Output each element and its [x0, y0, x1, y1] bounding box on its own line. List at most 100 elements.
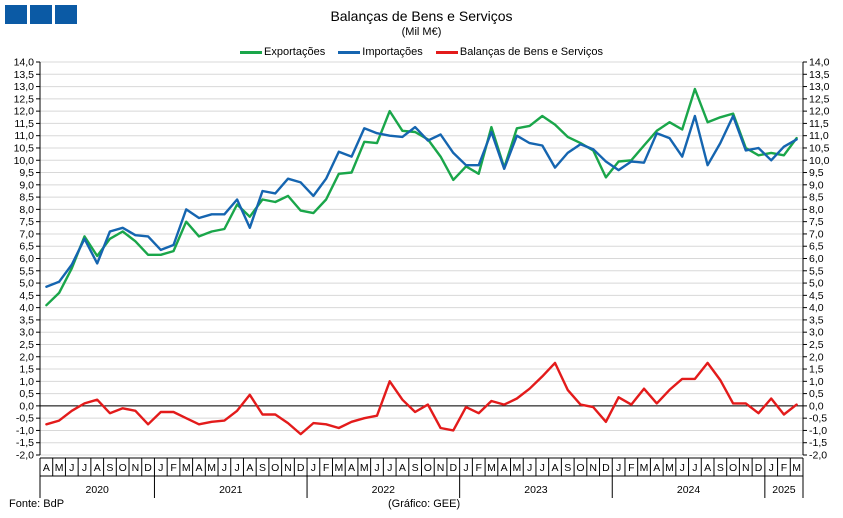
- x-tick-label-month: J: [374, 462, 379, 474]
- x-tick-label-month: J: [311, 462, 316, 474]
- y-tick-label-left: 6,0: [19, 253, 34, 265]
- x-tick-label-month: D: [755, 462, 763, 474]
- y-tick-label-right: 4,0: [809, 302, 824, 314]
- x-tick-label-month: D: [449, 462, 457, 474]
- y-tick-label-left: 5,5: [19, 265, 34, 277]
- x-tick-label-month: M: [55, 462, 64, 474]
- x-tick-label-month: A: [246, 462, 253, 474]
- x-tick-label-month: O: [271, 462, 279, 474]
- y-tick-label-left: -0,5: [16, 413, 34, 425]
- y-tick-label-left: 13,0: [14, 81, 35, 93]
- x-tick-label-month: S: [259, 462, 266, 474]
- legend-swatch-balance: [435, 50, 458, 54]
- x-tick-label-month: A: [94, 462, 101, 474]
- x-tick-label-month: J: [680, 462, 685, 474]
- y-tick-label-right: 7,0: [809, 228, 824, 240]
- logo-square-2: [30, 5, 52, 24]
- y-tick-label-right: 5,0: [809, 278, 824, 290]
- y-tick-label-right: 9,0: [809, 179, 824, 191]
- x-tick-label-month: F: [628, 462, 634, 474]
- source-note: Fonte: BdP: [9, 498, 65, 510]
- x-tick-label-month: J: [69, 462, 74, 474]
- x-tick-label-month: D: [144, 462, 152, 474]
- x-tick-label-month: M: [487, 462, 496, 474]
- y-tick-label-left: 12,0: [14, 106, 35, 118]
- y-tick-label-left: 11,0: [14, 130, 34, 142]
- legend-swatch-exports: [240, 50, 263, 54]
- x-tick-label-month: O: [119, 462, 127, 474]
- y-tick-label-left: 3,0: [19, 327, 34, 339]
- x-tick-label-month: D: [297, 462, 305, 474]
- x-tick-label-month: A: [399, 462, 406, 474]
- chart-legend: Exportações Importações Balanças de Bens…: [0, 46, 843, 58]
- x-tick-label-month: J: [692, 462, 697, 474]
- y-tick-label-right: 12,5: [809, 93, 830, 105]
- x-tick-label-month: J: [616, 462, 621, 474]
- y-tick-label-left: 10,0: [14, 155, 35, 167]
- x-tick-label-year: 2025: [772, 484, 796, 496]
- logo-square-1: [5, 5, 27, 24]
- y-tick-label-left: 1,5: [19, 364, 34, 376]
- x-tick-label-month: F: [476, 462, 482, 474]
- balance-line: [45, 361, 798, 436]
- x-tick-label-month: M: [640, 462, 649, 474]
- x-tick-label-year: 2022: [372, 484, 396, 496]
- x-tick-label-month: O: [424, 462, 432, 474]
- y-tick-label-right: 11,0: [809, 130, 829, 142]
- x-tick-label-month: J: [387, 462, 392, 474]
- legend-item-imports: Importações: [338, 46, 423, 58]
- y-tick-label-left: 14,0: [14, 57, 35, 69]
- x-tick-label-month: A: [195, 462, 202, 474]
- x-tick-label-month: A: [653, 462, 660, 474]
- x-tick-label-month: J: [158, 462, 163, 474]
- legend-item-exports: Exportações: [240, 46, 325, 58]
- y-tick-label-right: 4,5: [809, 290, 824, 302]
- x-tick-label-month: N: [742, 462, 750, 474]
- y-tick-label-right: 2,0: [809, 351, 824, 363]
- x-tick-label-month: A: [43, 462, 50, 474]
- y-tick-label-right: -1,0: [809, 425, 827, 437]
- legend-item-balance: Balanças de Bens e Serviços: [435, 46, 603, 58]
- y-tick-label-left: 2,0: [19, 351, 34, 363]
- y-tick-label-left: 0,5: [19, 388, 34, 400]
- y-tick-label-left: 11,5: [14, 118, 34, 130]
- y-tick-label-right: 3,5: [809, 314, 824, 326]
- imports-line: [45, 114, 798, 288]
- y-tick-label-left: -1,0: [16, 425, 34, 437]
- y-tick-label-right: 1,5: [809, 364, 824, 376]
- x-tick-label-month: M: [182, 462, 191, 474]
- x-tick-label-month: J: [82, 462, 87, 474]
- x-tick-label-month: J: [769, 462, 774, 474]
- x-tick-label-month: F: [781, 462, 787, 474]
- x-tick-label-year: 2023: [524, 484, 548, 496]
- x-tick-label-month: N: [437, 462, 445, 474]
- y-tick-label-left: 8,0: [19, 204, 34, 216]
- x-tick-label-month: A: [501, 462, 508, 474]
- legend-swatch-imports: [338, 50, 361, 54]
- x-tick-label-month: M: [665, 462, 674, 474]
- x-tick-label-month: J: [222, 462, 227, 474]
- x-tick-label-year: 2024: [677, 484, 701, 496]
- y-tick-label-right: 14,0: [809, 57, 830, 69]
- x-tick-label-month: A: [348, 462, 355, 474]
- x-tick-label-month: N: [589, 462, 597, 474]
- x-tick-label-month: M: [792, 462, 801, 474]
- x-tick-label-month: S: [717, 462, 724, 474]
- x-tick-label-year: 2020: [86, 484, 110, 496]
- x-tick-label-month: J: [527, 462, 532, 474]
- x-tick-label-month: M: [207, 462, 216, 474]
- y-tick-label-left: 8,5: [19, 192, 34, 204]
- y-tick-label-left: 9,5: [19, 167, 34, 179]
- legend-label-exports: Exportações: [264, 46, 326, 58]
- y-tick-label-right: 1,0: [809, 376, 824, 388]
- y-tick-label-right: 0,5: [809, 388, 824, 400]
- y-tick-label-right: 11,5: [809, 118, 829, 130]
- x-tick-label-month: N: [132, 462, 140, 474]
- y-tick-label-right: 9,5: [809, 167, 824, 179]
- y-tick-label-right: 7,5: [809, 216, 824, 228]
- y-tick-label-right: 6,5: [809, 241, 824, 253]
- x-tick-label-month: J: [234, 462, 239, 474]
- x-tick-label-month: N: [284, 462, 292, 474]
- x-tick-label-month: S: [106, 462, 113, 474]
- exports-line: [45, 87, 798, 307]
